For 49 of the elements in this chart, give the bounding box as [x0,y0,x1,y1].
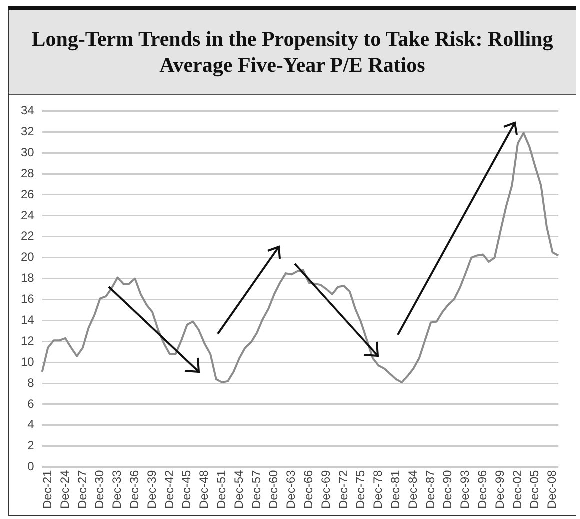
x-tick-label: Dec-42 [162,470,176,510]
x-tick-label: Dec-84 [406,470,420,510]
y-tick-label: 20 [20,250,35,264]
x-tick-label: Dec-36 [127,470,142,510]
x-tick-label: Dec-81 [388,470,402,510]
y-tick-label: 8 [28,376,35,390]
x-tick-label: Dec-90 [440,470,455,510]
x-tick-label: Dec-63 [284,470,298,510]
y-tick-label: 22 [20,229,35,244]
y-tick-label: 12 [20,334,35,348]
x-tick-label: Dec-08 [545,470,560,510]
x-tick-label: Dec-05 [528,470,542,510]
chart-title: Long-Term Trends in the Propensity to Take Risk: Rolling Average Five-Year P/E Ratios [9,10,576,95]
y-tick-label: 0 [28,460,35,474]
y-tick-label: 10 [20,354,35,369]
x-tick-label: Dec-27 [75,470,90,510]
x-tick-label: Dec-75 [354,470,368,510]
x-tick-label: Dec-48 [197,470,212,510]
x-tick-label: Dec-60 [266,470,281,510]
x-tick-label: Dec-54 [232,470,246,510]
x-tick-label: Dec-72 [336,470,350,510]
y-tick-label: 30 [20,145,35,160]
y-tick-label: 4 [28,418,35,432]
y-tick-label: 2 [28,438,35,453]
x-tick-label: Dec-87 [423,470,438,510]
y-tick-label: 26 [20,187,35,202]
y-tick-label: 16 [20,292,35,306]
x-tick-label: Dec-33 [110,470,124,510]
y-tick-label: 24 [20,208,35,222]
y-tick-label: 34 [20,104,35,118]
x-tick-label: Dec-30 [92,470,107,510]
x-tick-label: Dec-99 [492,470,507,510]
x-tick-label: Dec-66 [301,470,316,510]
y-tick-label: 28 [20,166,35,180]
y-tick-label: 6 [28,396,35,411]
x-tick-label: Dec-51 [214,470,228,510]
x-tick-label: Dec-24 [58,470,72,510]
x-tick-label: Dec-96 [476,470,490,510]
x-tick-label: Dec-21 [40,470,54,510]
x-tick-label: Dec-57 [249,470,264,510]
x-tick-label: Dec-45 [180,470,194,510]
y-tick-label: 14 [20,312,35,327]
y-tick-label: 32 [20,124,35,138]
x-tick-label: Dec-78 [371,470,386,510]
x-tick-label: Dec-69 [318,470,333,510]
x-tick-label: Dec-39 [144,470,159,510]
y-tick-label: 18 [20,271,35,286]
x-tick-label: Dec-93 [458,470,472,510]
x-tick-label: Dec-02 [510,470,524,510]
